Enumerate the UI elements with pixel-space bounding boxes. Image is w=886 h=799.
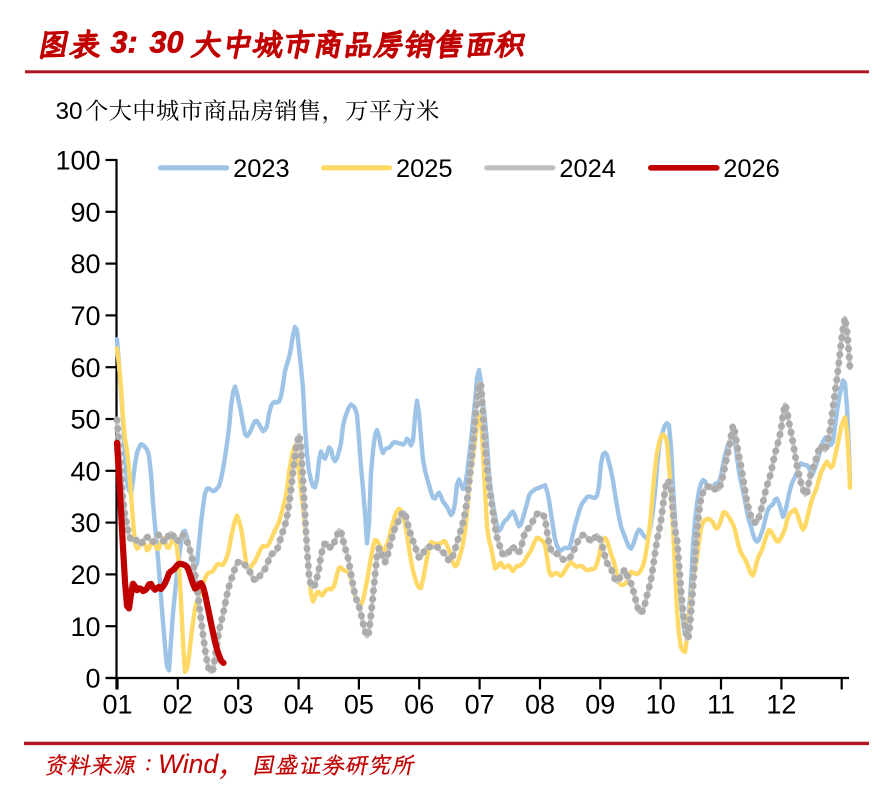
svg-text:0: 0 — [85, 664, 100, 694]
svg-text:06: 06 — [404, 690, 434, 720]
svg-text:3:: 3: — [111, 25, 138, 59]
svg-text:50: 50 — [70, 405, 100, 435]
svg-text:60: 60 — [70, 353, 100, 383]
svg-text:11: 11 — [707, 690, 735, 720]
svg-text:10: 10 — [646, 690, 676, 720]
svg-text:80: 80 — [70, 249, 100, 279]
svg-text:08: 08 — [525, 690, 555, 720]
svg-text:2026: 2026 — [723, 155, 779, 183]
svg-text:40: 40 — [70, 456, 100, 486]
svg-text:30: 30 — [150, 25, 184, 59]
svg-text:07: 07 — [465, 690, 495, 720]
svg-text:2023: 2023 — [233, 155, 289, 183]
svg-text:02: 02 — [163, 690, 193, 720]
svg-text:20: 20 — [70, 560, 100, 590]
svg-text:100: 100 — [55, 146, 100, 176]
svg-text:10: 10 — [70, 612, 100, 642]
svg-text:70: 70 — [70, 301, 100, 331]
svg-text:04: 04 — [284, 690, 314, 720]
svg-text:30: 30 — [70, 508, 100, 538]
svg-text:Wind: Wind — [158, 749, 219, 779]
svg-text:90: 90 — [70, 197, 100, 227]
svg-text:12: 12 — [766, 690, 796, 720]
svg-text:2025: 2025 — [396, 155, 452, 183]
svg-text:01: 01 — [102, 690, 132, 720]
svg-text:09: 09 — [585, 690, 615, 720]
svg-text:30: 30 — [56, 98, 83, 125]
svg-text:03: 03 — [223, 690, 253, 720]
svg-text:05: 05 — [344, 690, 374, 720]
svg-text:2024: 2024 — [559, 155, 615, 183]
